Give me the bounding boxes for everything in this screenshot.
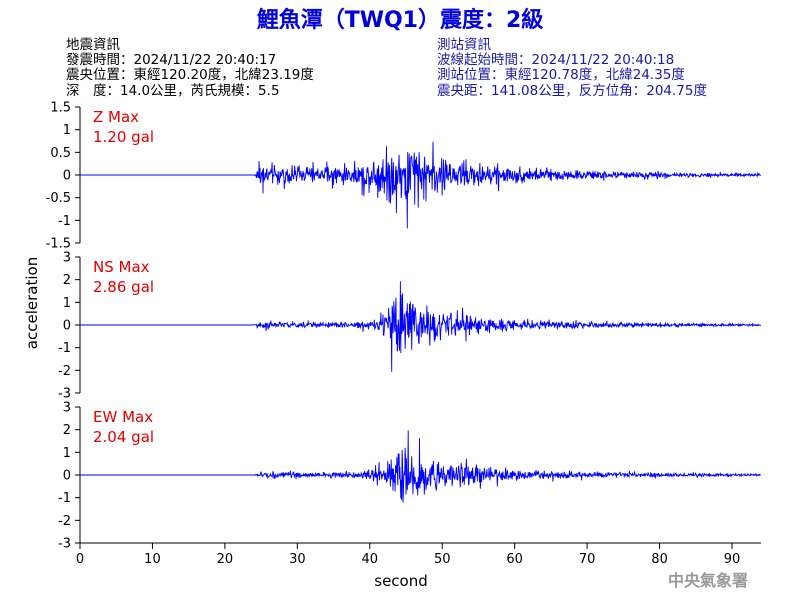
x-tick-label: 90 [724,552,741,567]
y-tick-label: 0 [63,469,71,484]
epicenter-location: 震央位置：東經120.20度，北緯23.19度 [66,67,314,83]
y-axis-title: acceleration [23,257,41,349]
x-tick-label: 20 [217,552,234,567]
x-tick-label: 50 [434,552,451,567]
panel-z: -1.5 -1 -0.5 0 0.5 1 1.5 Z Max 1.20 gal [46,101,762,252]
agency-watermark: 中央氣象署 [668,571,748,590]
station-info: 測站資訊 波線起始時間：2024/11/22 20:40:18 測站位置：東經1… [437,37,707,99]
x-tick-label: 0 [76,552,84,567]
depth-magnitude: 深 度：14.0公里，芮氏規模：5.5 [66,82,280,99]
y-tick-label: -1.5 [46,237,71,252]
panel-ns: -3 -2 -1 0 1 2 3 NS Max 2.86 gal [58,251,762,402]
chart-title: 鯉魚潭（TWQ1）震度：2級 [257,7,544,33]
max-label-component: NS Max [93,258,150,276]
wave-start-time: 波線起始時間：2024/11/22 20:40:18 [437,52,674,68]
origin-time: 發震時間：2024/11/22 20:40:17 [66,52,276,68]
quake-info-heading: 地震資訊 [66,37,120,53]
max-label-component: Z Max [93,108,139,126]
y-tick-label: 0.5 [50,146,71,161]
y-tick-label: -0.5 [46,191,71,206]
panel-ew: -3 -2 -1 0 1 2 3 EW Max 2.04 gal [58,401,762,552]
y-tick-label: 3 [63,251,71,266]
y-tick-label: -1 [58,341,71,356]
y-tick-label: -2 [58,514,71,529]
x-tick-label: 30 [289,552,306,567]
quake-info: 地震資訊 發震時間：2024/11/22 20:40:17 震央位置：東經120… [66,37,314,99]
y-tick-label: 1 [63,123,71,138]
trace-line-z [80,141,762,229]
y-tick-label: 2 [63,273,71,288]
y-tick-label: 3 [63,401,71,416]
trace-line-ns [80,281,762,372]
y-tick-label: 1 [63,446,71,461]
station-info-heading: 測站資訊 [437,37,491,53]
max-label-component: EW Max [93,408,153,426]
x-tick-label: 70 [579,552,596,567]
y-tick-label: 1 [63,296,71,311]
y-tick-label: -1 [58,491,71,506]
y-tick-label: 0 [63,319,71,334]
x-tick-label: 10 [144,552,161,567]
x-axis: 0 10 20 30 40 50 60 70 80 90 [76,542,761,567]
y-tick-label: -3 [58,387,71,402]
y-tick-label: -1 [58,214,71,229]
y-tick-label: 2 [63,423,71,438]
trace-panels: -1.5 -1 -0.5 0 0.5 1 1.5 Z Max 1.20 gal -3 -2 -1 0 1 2… [46,101,762,552]
y-tick-label: -2 [58,364,71,379]
x-axis-title: second [374,572,428,590]
y-tick-label: 1.5 [50,101,71,116]
trace-line-ew [80,430,762,503]
x-tick-label: 40 [362,552,379,567]
max-label-value: 2.04 gal [93,428,154,446]
max-label-value: 1.20 gal [93,128,154,146]
max-label-value: 2.86 gal [93,278,154,296]
y-tick-label: 0 [63,169,71,184]
x-tick-label: 80 [651,552,668,567]
epicentral-distance: 震央距：141.08公里，反方位角：204.75度 [437,83,707,99]
station-location: 測站位置：東經120.78度，北緯24.35度 [437,67,685,83]
x-tick-label: 60 [506,552,523,567]
y-tick-label: -3 [58,537,71,552]
